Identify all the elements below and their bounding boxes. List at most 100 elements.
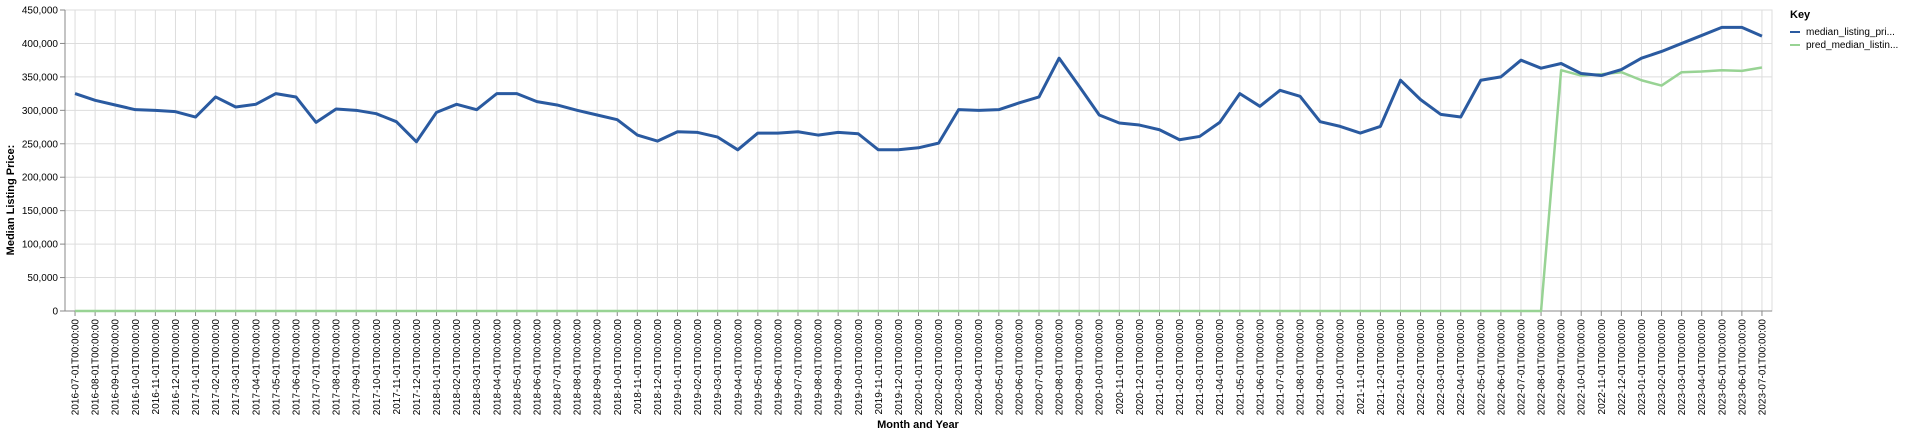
x-tick-label: 2023-02-01T00:00:00 xyxy=(1657,319,1668,416)
y-axis: 0 50,000 100,000 150,000 200,000 250,000 300,0… xyxy=(22,6,66,318)
y-axis-title: Median Listing Price: xyxy=(5,145,17,256)
x-tick-label: 2020-07-01T00:00:00 xyxy=(1034,319,1045,416)
y-tick-label: 50,000 xyxy=(27,273,58,284)
x-tick-label: 2019-03-01T00:00:00 xyxy=(713,319,724,416)
x-tick-label: 2021-06-01T00:00:00 xyxy=(1255,319,1266,416)
x-tick-label: 2017-05-01T00:00:00 xyxy=(271,319,282,416)
x-tick-label: 2021-07-01T00:00:00 xyxy=(1275,319,1286,416)
x-tick-label: 2021-11-01T00:00:00 xyxy=(1356,319,1367,415)
x-tick-label: 2023-03-01T00:00:00 xyxy=(1677,319,1688,416)
y-tick-label: 150,000 xyxy=(22,206,59,217)
x-tick-label: 2019-09-01T00:00:00 xyxy=(834,319,845,416)
x-tick-label: 2021-12-01T00:00:00 xyxy=(1376,319,1387,416)
x-tick-label: 2018-11-01T00:00:00 xyxy=(633,319,644,415)
x-tick-label: 2019-12-01T00:00:00 xyxy=(894,319,905,416)
x-tick-label: 2020-04-01T00:00:00 xyxy=(974,319,985,416)
x-tick-label: 2021-03-01T00:00:00 xyxy=(1195,319,1206,416)
x-tick-label: 2023-01-01T00:00:00 xyxy=(1637,319,1648,416)
x-tick-label: 2019-06-01T00:00:00 xyxy=(773,319,784,416)
x-tick-label: 2018-08-01T00:00:00 xyxy=(573,319,584,416)
x-tick-label: 2016-12-01T00:00:00 xyxy=(171,319,182,416)
series-line-pred-median-listing-price xyxy=(75,66,1763,313)
x-tick-label: 2018-01-01T00:00:00 xyxy=(432,319,443,416)
y-tick-label: 400,000 xyxy=(22,39,59,50)
x-tick-label: 2019-08-01T00:00:00 xyxy=(814,319,825,416)
x-tick-label: 2016-10-01T00:00:00 xyxy=(131,319,142,416)
x-tick-label: 2023-07-01T00:00:00 xyxy=(1757,319,1768,416)
x-tick-label: 2017-04-01T00:00:00 xyxy=(251,319,262,416)
x-tick-label: 2023-06-01T00:00:00 xyxy=(1737,319,1748,416)
x-tick-label: 2022-01-01T00:00:00 xyxy=(1396,319,1407,416)
x-tick-label: 2017-08-01T00:00:00 xyxy=(332,319,343,416)
x-tick-label: 2020-05-01T00:00:00 xyxy=(994,319,1005,416)
x-tick-label: 2018-09-01T00:00:00 xyxy=(593,319,604,416)
x-tick-label: 2019-05-01T00:00:00 xyxy=(753,319,764,416)
x-axis: 2016-07-01T00:00:00 2016-08-01T00:00:00 20… xyxy=(65,310,1772,416)
x-tick-label: 2022-04-01T00:00:00 xyxy=(1456,319,1467,416)
x-tick-label: 2016-07-01T00:00:00 xyxy=(71,319,82,416)
x-tick-label: 2017-12-01T00:00:00 xyxy=(412,319,423,416)
series-line-median-listing-price xyxy=(74,25,1763,152)
y-tick-label: 350,000 xyxy=(22,72,59,83)
x-tick-label: 2018-10-01T00:00:00 xyxy=(613,319,624,416)
x-tick-label: 2018-07-01T00:00:00 xyxy=(553,319,564,416)
x-tick-label: 2017-02-01T00:00:00 xyxy=(211,319,222,416)
y-tick-label: 0 xyxy=(52,307,58,318)
x-tick-label: 2020-01-01T00:00:00 xyxy=(914,319,925,416)
x-tick-label: 2022-03-01T00:00:00 xyxy=(1436,319,1447,416)
x-tick-label: 2022-12-01T00:00:00 xyxy=(1617,319,1628,416)
x-tick-label: 2022-10-01T00:00:00 xyxy=(1577,319,1588,416)
y-tick-label: 200,000 xyxy=(22,173,59,184)
y-tick-label: 100,000 xyxy=(22,240,59,251)
x-tick-label: 2023-05-01T00:00:00 xyxy=(1717,319,1728,416)
x-tick-label: 2019-02-01T00:00:00 xyxy=(693,319,704,416)
x-tick-label: 2023-04-01T00:00:00 xyxy=(1697,319,1708,416)
x-tick-label: 2021-04-01T00:00:00 xyxy=(1215,319,1226,416)
x-tick-label: 2019-10-01T00:00:00 xyxy=(854,319,865,416)
x-tick-label: 2017-03-01T00:00:00 xyxy=(231,319,242,416)
x-tick-label: 2016-11-01T00:00:00 xyxy=(151,319,162,415)
x-tick-label: 2022-08-01T00:00:00 xyxy=(1537,319,1548,416)
x-tick-label: 2020-11-01T00:00:00 xyxy=(1115,319,1126,415)
legend-label-pred-median-listing-price: pred_median_listin... xyxy=(1806,40,1898,51)
series-lines xyxy=(74,25,1763,313)
x-tick-label: 2020-03-01T00:00:00 xyxy=(954,319,965,416)
x-tick-label: 2019-11-01T00:00:00 xyxy=(874,319,885,415)
x-tick-label: 2020-02-01T00:00:00 xyxy=(934,319,945,416)
x-tick-label: 2022-02-01T00:00:00 xyxy=(1416,319,1427,416)
x-tick-label: 2021-02-01T00:00:00 xyxy=(1175,319,1186,416)
x-tick-label: 2017-10-01T00:00:00 xyxy=(372,319,383,416)
x-tick-label: 2018-02-01T00:00:00 xyxy=(452,319,463,416)
x-tick-label: 2017-07-01T00:00:00 xyxy=(312,319,323,416)
y-tick-label: 300,000 xyxy=(22,106,59,117)
y-tick-label: 250,000 xyxy=(22,139,59,150)
x-tick-label: 2020-06-01T00:00:00 xyxy=(1014,319,1025,416)
x-tick-label: 2021-01-01T00:00:00 xyxy=(1155,319,1166,416)
x-tick-label: 2022-06-01T00:00:00 xyxy=(1496,319,1507,416)
legend: Key median_listing_pri... pred_median_li… xyxy=(1790,9,1898,51)
x-tick-label: 2019-01-01T00:00:00 xyxy=(673,319,684,416)
x-tick-label: 2016-09-01T00:00:00 xyxy=(111,319,122,416)
x-tick-label: 2018-04-01T00:00:00 xyxy=(492,319,503,416)
x-tick-label: 2016-08-01T00:00:00 xyxy=(91,319,102,416)
x-tick-label: 2018-03-01T00:00:00 xyxy=(472,319,483,416)
x-axis-title: Month and Year xyxy=(877,419,959,431)
x-tick-label: 2022-11-01T00:00:00 xyxy=(1597,319,1608,415)
x-tick-label: 2019-04-01T00:00:00 xyxy=(733,319,744,416)
x-tick-label: 2020-08-01T00:00:00 xyxy=(1055,319,1066,416)
x-tick-label: 2022-09-01T00:00:00 xyxy=(1557,319,1568,416)
x-tick-label: 2020-09-01T00:00:00 xyxy=(1075,319,1086,416)
x-tick-label: 2018-12-01T00:00:00 xyxy=(653,319,664,416)
x-tick-label: 2021-10-01T00:00:00 xyxy=(1336,319,1347,416)
x-tick-label: 2021-08-01T00:00:00 xyxy=(1296,319,1307,416)
x-tick-label: 2021-05-01T00:00:00 xyxy=(1235,319,1246,416)
grid-lines xyxy=(64,9,1773,312)
x-tick-label: 2017-09-01T00:00:00 xyxy=(352,319,363,416)
legend-title: Key xyxy=(1790,9,1811,21)
x-tick-label: 2017-06-01T00:00:00 xyxy=(291,319,302,416)
x-tick-label: 2022-07-01T00:00:00 xyxy=(1516,319,1527,416)
y-tick-label: 450,000 xyxy=(22,6,59,17)
x-tick-label: 2022-05-01T00:00:00 xyxy=(1476,319,1487,416)
x-tick-label: 2018-06-01T00:00:00 xyxy=(532,319,543,416)
